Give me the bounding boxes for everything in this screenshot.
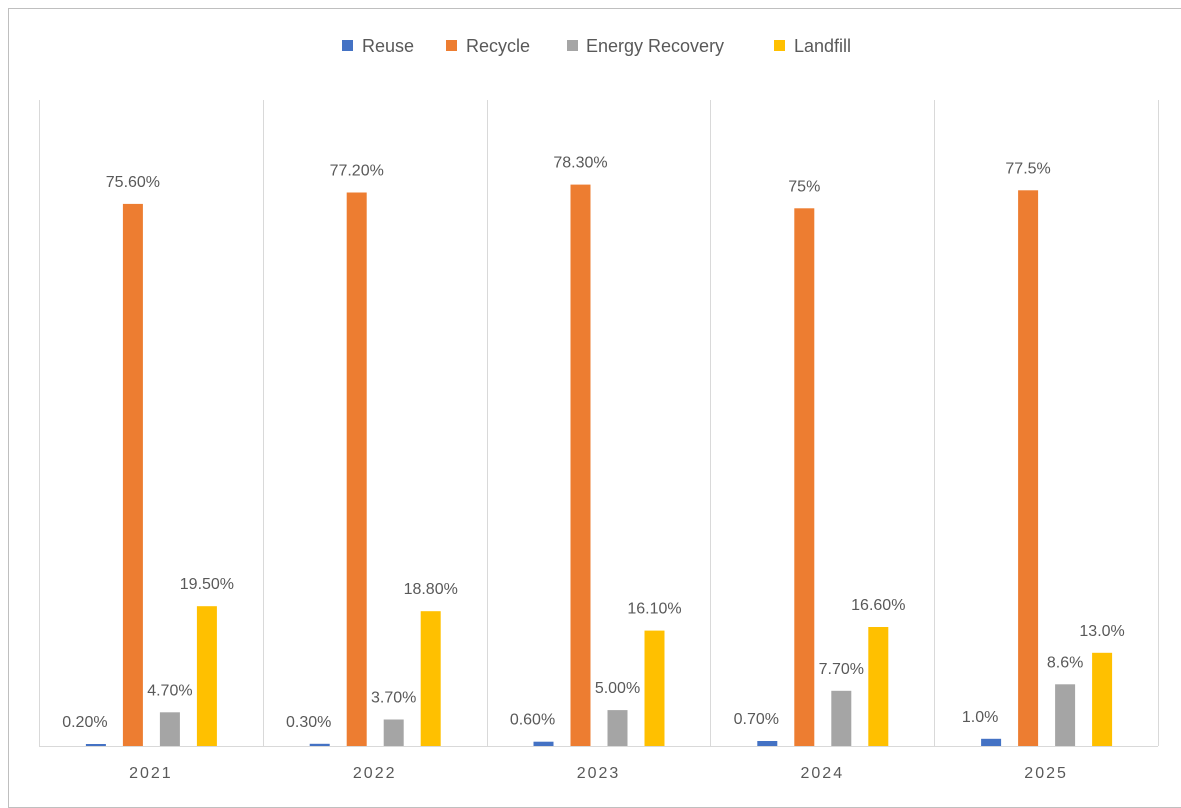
x-tick-label-2023: 2023	[577, 765, 621, 782]
bar-landfill-2021	[196, 606, 217, 746]
data-label-reuse-2022: 0.30%	[286, 714, 331, 731]
bars	[85, 184, 1113, 747]
bar-landfill-2023	[644, 630, 665, 746]
bar-reuse-2024	[757, 741, 778, 746]
data-label-recycle-2025: 77.5%	[1005, 160, 1050, 177]
category-separators	[39, 100, 1159, 746]
bar-energy-recovery-2021	[159, 712, 180, 746]
bar-recycle-2024	[794, 208, 815, 747]
data-label-landfill-2023: 16.10%	[627, 601, 681, 618]
x-tick-label-2021: 2021	[129, 765, 173, 782]
bar-energy-recovery-2023	[607, 710, 628, 746]
data-label-recycle-2023: 78.30%	[553, 155, 607, 172]
data-label-energy-recovery-2023: 5.00%	[595, 680, 640, 697]
bar-recycle-2023	[570, 184, 591, 747]
x-tick-label-2024: 2024	[801, 765, 845, 782]
data-label-landfill-2024: 16.60%	[851, 597, 905, 614]
data-label-landfill-2025: 13.0%	[1079, 623, 1124, 640]
x-tick-label-2022: 2022	[353, 765, 397, 782]
legend-label-recycle: Recycle	[466, 36, 530, 56]
bar-reuse-2021	[85, 744, 106, 746]
bar-recycle-2021	[122, 203, 143, 746]
data-label-reuse-2025: 1.0%	[962, 709, 998, 726]
data-label-energy-recovery-2022: 3.70%	[371, 690, 416, 707]
bar-landfill-2025	[1092, 652, 1113, 746]
legend-swatch-landfill	[774, 40, 785, 51]
legend-swatch-energy-recovery	[567, 40, 578, 51]
bar-landfill-2024	[868, 627, 889, 746]
data-label-landfill-2022: 18.80%	[404, 581, 458, 598]
x-tick-label-2025: 2025	[1024, 765, 1068, 782]
x-axis: 2021 2022 2023 2024 2025	[39, 746, 1158, 782]
data-label-recycle-2024: 75%	[788, 178, 820, 195]
data-label-energy-recovery-2025: 8.6%	[1047, 654, 1083, 671]
bar-energy-recovery-2022	[383, 719, 404, 746]
data-label-reuse-2021: 0.20%	[62, 714, 107, 731]
data-label-energy-recovery-2024: 7.70%	[819, 661, 864, 678]
data-label-recycle-2021: 75.60%	[106, 174, 160, 191]
data-label-energy-recovery-2021: 4.70%	[147, 682, 192, 699]
bar-reuse-2023	[533, 741, 554, 746]
legend-label-landfill: Landfill	[794, 36, 851, 56]
bar-recycle-2022	[346, 192, 367, 746]
bar-reuse-2022	[309, 743, 330, 746]
legend: Reuse Recycle Energy Recovery Landfill	[342, 36, 851, 56]
data-label-reuse-2024: 0.70%	[734, 711, 779, 728]
data-labels: 0.20% 75.60% 4.70% 19.50% 0.30% 77.20% 3.70% 18…	[62, 155, 1125, 731]
legend-swatch-reuse	[342, 40, 353, 51]
legend-label-reuse: Reuse	[362, 36, 414, 56]
data-label-landfill-2021: 19.50%	[180, 576, 234, 593]
bar-energy-recovery-2025	[1055, 684, 1076, 746]
data-label-recycle-2022: 77.20%	[330, 163, 384, 180]
bar-energy-recovery-2024	[831, 690, 852, 746]
bar-landfill-2022	[420, 611, 441, 746]
data-label-reuse-2023: 0.60%	[510, 712, 555, 729]
bar-recycle-2025	[1018, 190, 1039, 747]
bar-reuse-2025	[981, 738, 1002, 746]
legend-swatch-recycle	[446, 40, 457, 51]
legend-label-energy-recovery: Energy Recovery	[586, 36, 724, 56]
